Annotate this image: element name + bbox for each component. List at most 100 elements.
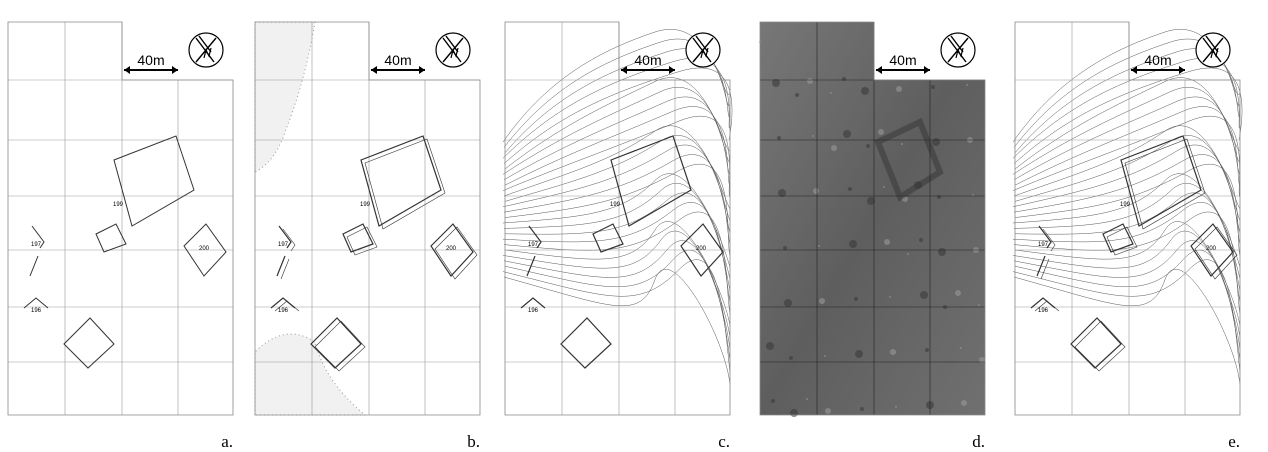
site-feature <box>64 318 114 368</box>
contour-line <box>1015 107 1240 186</box>
site-feature <box>30 226 44 276</box>
terrain-spot <box>771 399 775 403</box>
terrain-spot <box>955 290 961 296</box>
site-feature <box>96 224 126 252</box>
feature-label: 199 <box>610 202 621 208</box>
terrain-spot <box>795 93 799 97</box>
terrain-spot <box>813 188 819 194</box>
contour-line <box>1013 174 1240 268</box>
terrain-spot <box>884 239 890 245</box>
terrain-spot <box>960 347 962 349</box>
terrain-spot <box>831 145 837 151</box>
contour-line <box>503 260 730 373</box>
site-feature <box>365 139 445 229</box>
terrain-spot <box>932 138 940 146</box>
terrain-spot <box>843 130 851 138</box>
terrain-spot <box>920 291 928 299</box>
hatched-area <box>255 22 315 172</box>
site-feature <box>561 318 611 368</box>
contour-line <box>505 164 730 256</box>
terrain-spot <box>861 87 869 95</box>
terrain-spot <box>848 187 852 191</box>
map-panel: 40m d. <box>759 22 985 451</box>
site-feature <box>1125 139 1205 229</box>
scale-label: 40m <box>384 52 411 68</box>
terrain-spot <box>978 304 980 306</box>
terrain-spot <box>818 245 820 247</box>
scale-label: 40m <box>137 52 164 68</box>
feature-label: 197 <box>528 242 539 248</box>
terrain-spot <box>825 408 831 414</box>
contour-line <box>503 174 730 268</box>
map-panel: 197 199 196 200 40m c. <box>503 22 732 451</box>
terrain-spot <box>938 248 946 256</box>
scale-label: 40m <box>1144 52 1171 68</box>
aerial-image <box>760 22 985 415</box>
terrain-spot <box>895 406 897 408</box>
feature-label: 196 <box>278 308 289 314</box>
terrain-spot <box>901 143 903 145</box>
feature-label: 196 <box>31 308 42 314</box>
terrain-spot <box>849 240 857 248</box>
terrain-spot <box>777 136 781 140</box>
feature-label: 199 <box>1120 202 1131 208</box>
map-panel: 197 199 196 200 40m b. <box>255 22 480 451</box>
terrain-spot <box>812 135 814 137</box>
terrain-spot <box>966 84 968 86</box>
terrain-spot <box>784 299 792 307</box>
contour-line <box>504 269 730 384</box>
terrain-spot <box>855 350 863 358</box>
site-feature <box>271 298 295 308</box>
panel-border <box>1015 22 1240 415</box>
feature-label: 200 <box>696 246 707 252</box>
terrain-spot <box>830 92 832 94</box>
feature-label: 200 <box>199 246 210 252</box>
panel-label: a. <box>221 432 233 451</box>
site-feature <box>1107 227 1137 255</box>
feature-label: 199 <box>113 202 124 208</box>
contour-line <box>1014 241 1240 350</box>
feature-label: 199 <box>360 202 371 208</box>
site-feature <box>361 136 441 226</box>
feature-label: 197 <box>278 242 289 248</box>
contour-line <box>504 97 730 180</box>
contour-line <box>503 202 730 302</box>
contour-line <box>1014 269 1240 384</box>
contour-line <box>1013 260 1240 373</box>
terrain-spot <box>819 298 825 304</box>
terrain-spot <box>806 398 808 400</box>
terrain-spot <box>961 400 967 406</box>
site-feature <box>277 226 291 276</box>
terrain-spot <box>937 195 941 199</box>
site-feature <box>527 226 541 276</box>
contour-line <box>505 107 730 186</box>
contour-line <box>1013 58 1240 158</box>
site-feature <box>114 136 194 226</box>
contour-line <box>504 241 730 350</box>
scale-label: 40m <box>634 52 661 68</box>
panel-label: b. <box>467 432 480 451</box>
panel-label: e. <box>1228 432 1240 451</box>
site-feature <box>281 229 295 279</box>
terrain-spot <box>866 144 870 148</box>
terrain-spot <box>931 85 935 89</box>
terrain-spot <box>878 129 884 135</box>
feature-label: 200 <box>1206 246 1217 252</box>
terrain-spot <box>919 238 923 242</box>
terrain-spot <box>854 297 858 301</box>
site-feature <box>24 298 48 308</box>
feature-label: 196 <box>528 308 539 314</box>
feature-label: 200 <box>446 246 457 252</box>
panel-border <box>8 22 233 415</box>
terrain-spot <box>907 253 909 255</box>
scale-label: 40m <box>889 52 916 68</box>
terrain-spot <box>889 296 891 298</box>
panel-label: c. <box>718 432 730 451</box>
panel-label: d. <box>972 432 985 451</box>
site-feature <box>1037 226 1051 276</box>
panel-border <box>505 22 730 415</box>
contour-line <box>1015 164 1240 256</box>
terrain-spot <box>766 342 774 350</box>
feature-label: 197 <box>1038 242 1049 248</box>
